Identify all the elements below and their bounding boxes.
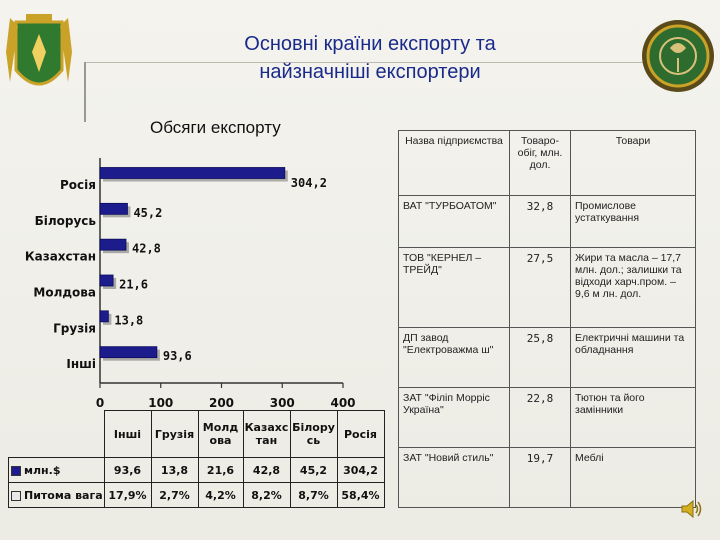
data-table-row: млн.$ 93,6 13,8 21,6 42,8 45,2 304,2 — [8, 457, 385, 483]
exporter-turnover: 22,8 — [509, 387, 571, 448]
data-table-cell: 13,8 — [150, 457, 199, 483]
exporters-header: Товаро-обіг, млн. дол. — [509, 130, 571, 196]
exporter-turnover: 19,7 — [509, 447, 571, 508]
data-table-cell: 45,2 — [289, 457, 338, 483]
legend-swatch — [11, 465, 21, 476]
bar — [99, 274, 114, 287]
coat-of-arms-icon — [6, 14, 72, 86]
category-label: Казахстан — [25, 250, 96, 264]
data-table-header: Молд ова — [197, 410, 244, 458]
exporters-row: ВАТ "ТУРБОАТОМ" 32,8 Промислове устаткув… — [398, 195, 696, 248]
title-line-1: Основні країни експорту та — [244, 33, 496, 55]
data-table-cell: 2,7% — [150, 482, 199, 508]
category-label: Молдова — [33, 286, 96, 300]
value-label: 13,8 — [114, 313, 143, 327]
data-table-cell: 17,9% — [103, 482, 152, 508]
x-tick-label: 200 — [209, 396, 234, 410]
x-tick-label: 0 — [96, 396, 104, 410]
speaker-icon[interactable] — [680, 498, 704, 520]
exporter-turnover: 27,5 — [509, 247, 571, 328]
title-line-2: найзначніші експортери — [259, 61, 481, 83]
exporters-header-row: Назва підприємства Товаро-обіг, млн. дол… — [398, 130, 696, 196]
exporter-name: ДП завод "Електроважма ш" — [398, 327, 510, 388]
exporters-header: Товари — [570, 130, 696, 196]
exporters-row: ЗАТ "Філіп Морріс Україна" 22,8 Тютюн та… — [398, 387, 696, 448]
legend-label: Питома вага — [24, 488, 103, 502]
exporters-header: Назва підприємства — [398, 130, 510, 196]
data-table-corner — [9, 411, 105, 458]
header-divider — [84, 62, 644, 63]
bar — [99, 167, 286, 179]
data-table-header: Інші — [103, 410, 152, 458]
page-title: Основні країни експорту та найзначніші е… — [150, 30, 590, 86]
category-label: Грузія — [53, 321, 96, 335]
data-table-cell: 58,4% — [336, 482, 385, 508]
exporter-goods: Меблі — [570, 447, 696, 508]
data-table-row-label: млн.$ — [8, 457, 105, 483]
exporters-row: ДП завод "Електроважма ш" 25,8 Електричн… — [398, 327, 696, 388]
emblem-icon — [642, 20, 714, 92]
exporters-row: ТОВ "КЕРНЕЛ – ТРЕЙД" 27,5 Жири та масла … — [398, 247, 696, 328]
data-table-cell: 21,6 — [197, 457, 244, 483]
data-table-cell: 8,7% — [289, 482, 338, 508]
data-table-cell: 93,6 — [103, 457, 152, 483]
data-table-row-label: Питома вага — [8, 482, 105, 508]
exporter-goods: Жири та масла – 17,7 млн. дол.; залишки … — [570, 247, 696, 328]
chart-subtitle: Обсяги експорту — [150, 118, 281, 137]
exporter-goods: Електричні машини та обладнання — [570, 327, 696, 388]
data-table-header: Білору сь — [289, 410, 338, 458]
exporter-name: ТОВ "КЕРНЕЛ – ТРЕЙД" — [398, 247, 510, 328]
value-label: 42,8 — [132, 242, 161, 256]
data-table-header: Росія — [336, 410, 385, 458]
exporters-table: Назва підприємства Товаро-обіг, млн. дол… — [398, 130, 696, 508]
data-table-row: Питома вага 17,9% 2,7% 4,2% 8,2% 8,7% 58… — [8, 482, 385, 508]
data-table-cell: 8,2% — [242, 482, 291, 508]
x-tick-label: 300 — [270, 396, 295, 410]
bar — [99, 238, 127, 251]
value-label: 21,6 — [119, 278, 148, 292]
exporter-goods: Промислове устаткування — [570, 195, 696, 248]
category-label: Росія — [60, 178, 96, 192]
chart-data-table: Інші Грузія Молд ова Казахс тан Білору с… — [8, 410, 385, 508]
header-vertical-divider — [84, 62, 86, 122]
exporter-name: ВАТ "ТУРБОАТОМ" — [398, 195, 510, 248]
x-tick-label: 100 — [148, 396, 173, 410]
legend-swatch — [11, 490, 21, 501]
bar — [99, 202, 128, 215]
value-label: 93,6 — [163, 349, 192, 363]
category-label: Білорусь — [35, 214, 97, 228]
exporter-turnover: 32,8 — [509, 195, 571, 248]
exporter-goods: Тютюн та його замінники — [570, 387, 696, 448]
data-table-header-row: Інші Грузія Молд ова Казахс тан Білору с… — [9, 410, 385, 458]
data-table-cell: 4,2% — [197, 482, 244, 508]
bar — [99, 310, 109, 323]
exporter-name: ЗАТ "Філіп Морріс Україна" — [398, 387, 510, 448]
data-table-cell: 42,8 — [242, 457, 291, 483]
data-table-header: Грузія — [150, 410, 199, 458]
x-tick-label: 400 — [330, 396, 355, 410]
export-bar-chart: 0 100 200 300 400 Росія 304,2 Білорусь 45,2 Казах… — [25, 158, 356, 410]
value-label: 304,2 — [291, 176, 327, 190]
legend-label: млн.$ — [24, 463, 61, 477]
bar — [99, 346, 158, 359]
category-label: Інші — [66, 357, 96, 371]
exporter-turnover: 25,8 — [509, 327, 571, 388]
data-table-cell: 304,2 — [336, 457, 385, 483]
data-table-header: Казахс тан — [242, 410, 291, 458]
exporter-name: ЗАТ "Новий стиль" — [398, 447, 510, 508]
value-label: 45,2 — [133, 206, 162, 220]
exporters-row: ЗАТ "Новий стиль" 19,7 Меблі — [398, 447, 696, 508]
